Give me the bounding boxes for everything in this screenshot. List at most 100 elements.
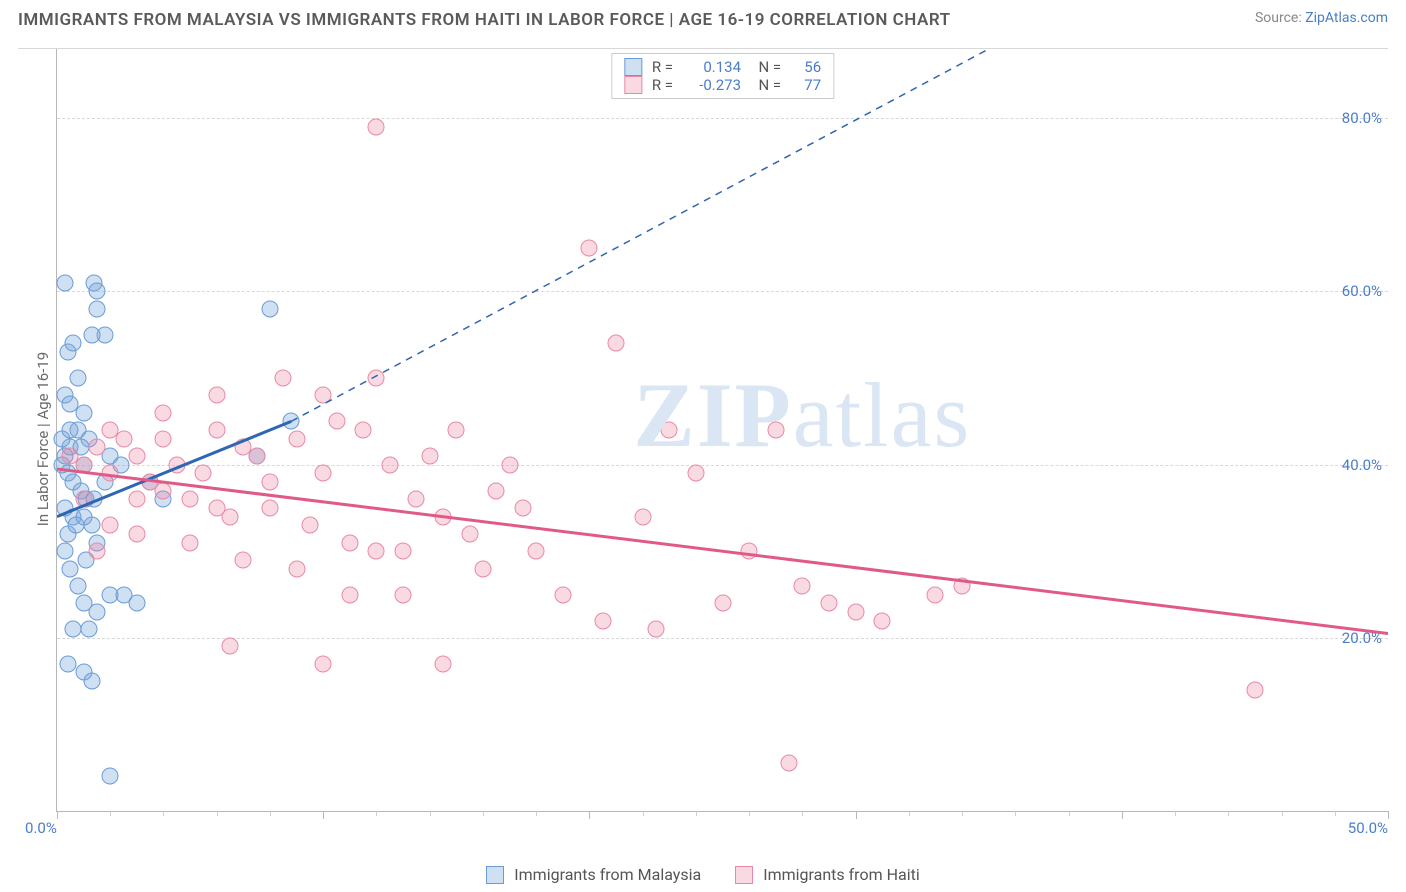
data-point-haiti	[182, 491, 199, 508]
legend-row-haiti: R =-0.273 N =77	[624, 76, 821, 94]
x-major-tick	[856, 811, 857, 819]
legend-swatch	[624, 76, 642, 94]
data-point-haiti	[88, 439, 105, 456]
x-major-tick	[1122, 811, 1123, 819]
data-point-malaysia	[56, 543, 73, 560]
data-point-haiti	[434, 508, 451, 525]
data-point-haiti	[528, 543, 545, 560]
data-point-malaysia	[83, 673, 100, 690]
data-point-malaysia	[62, 560, 79, 577]
x-minor-tick	[749, 811, 750, 816]
gridline	[57, 291, 1388, 292]
data-point-malaysia	[102, 768, 119, 785]
data-point-malaysia	[62, 422, 79, 439]
data-point-haiti	[222, 508, 239, 525]
legend-item-haiti: Immigrants from Haiti	[735, 865, 919, 884]
x-major-tick	[57, 811, 58, 819]
data-point-haiti	[128, 525, 145, 542]
data-point-haiti	[75, 456, 92, 473]
data-point-haiti	[1246, 681, 1263, 698]
x-minor-tick	[1228, 811, 1229, 816]
x-minor-tick	[1335, 811, 1336, 816]
data-point-haiti	[781, 755, 798, 772]
data-point-malaysia	[64, 335, 81, 352]
data-point-haiti	[741, 543, 758, 560]
data-point-haiti	[661, 422, 678, 439]
data-point-malaysia	[88, 283, 105, 300]
legend-n-label: N =	[751, 58, 781, 76]
legend-swatch	[735, 866, 753, 884]
data-point-haiti	[767, 422, 784, 439]
source-link[interactable]: ZipAtlas.com	[1305, 10, 1388, 26]
data-point-haiti	[208, 422, 225, 439]
data-point-haiti	[261, 499, 278, 516]
legend-label: Immigrants from Malaysia	[514, 865, 701, 884]
data-point-haiti	[647, 621, 664, 638]
data-point-haiti	[341, 534, 358, 551]
data-point-malaysia	[56, 499, 73, 516]
x-minor-tick	[1282, 811, 1283, 816]
data-point-haiti	[581, 240, 598, 257]
data-point-malaysia	[70, 577, 87, 594]
data-point-haiti	[155, 404, 172, 421]
data-point-haiti	[488, 482, 505, 499]
data-point-haiti	[328, 413, 345, 430]
x-tick-label: 0.0%	[25, 819, 57, 837]
data-point-haiti	[820, 595, 837, 612]
legend-series: Immigrants from Malaysia Immigrants from …	[0, 865, 1406, 884]
data-point-malaysia	[80, 621, 97, 638]
watermark: ZIPatlas	[633, 362, 971, 468]
x-minor-tick	[962, 811, 963, 816]
legend-row-malaysia: R =0.134 N =56	[624, 58, 821, 76]
x-minor-tick	[802, 811, 803, 816]
data-point-haiti	[275, 370, 292, 387]
data-point-malaysia	[70, 370, 87, 387]
data-point-haiti	[501, 456, 518, 473]
data-point-haiti	[847, 603, 864, 620]
gridline	[57, 465, 1388, 466]
x-minor-tick	[1175, 811, 1176, 816]
watermark-rest: atlas	[793, 364, 972, 466]
legend-n-value: 56	[791, 58, 821, 76]
data-point-haiti	[261, 473, 278, 490]
x-minor-tick	[217, 811, 218, 816]
data-point-haiti	[315, 655, 332, 672]
legend-n-label: N =	[751, 76, 781, 94]
watermark-bold: ZIP	[633, 364, 792, 466]
data-point-haiti	[395, 543, 412, 560]
data-point-haiti	[75, 491, 92, 508]
x-minor-tick	[483, 811, 484, 816]
data-point-haiti	[608, 335, 625, 352]
data-point-haiti	[182, 534, 199, 551]
legend-r-label: R =	[652, 76, 673, 94]
data-point-haiti	[368, 543, 385, 560]
data-point-haiti	[195, 465, 212, 482]
data-point-malaysia	[88, 603, 105, 620]
legend-label: Immigrants from Haiti	[763, 865, 919, 884]
data-point-haiti	[687, 465, 704, 482]
data-point-haiti	[514, 499, 531, 516]
data-point-haiti	[474, 560, 491, 577]
x-minor-tick	[110, 811, 111, 816]
gridline	[57, 118, 1388, 119]
data-point-malaysia	[56, 274, 73, 291]
data-point-malaysia	[59, 655, 76, 672]
x-minor-tick	[696, 811, 697, 816]
data-point-haiti	[421, 447, 438, 464]
x-minor-tick	[1069, 811, 1070, 816]
data-point-haiti	[102, 517, 119, 534]
data-point-malaysia	[67, 517, 84, 534]
data-point-malaysia	[88, 300, 105, 317]
data-point-haiti	[102, 465, 119, 482]
y-axis-label: In Labor Force | Age 16-19	[34, 352, 52, 526]
legend-n-value: 77	[791, 76, 821, 94]
x-minor-tick	[163, 811, 164, 816]
data-point-malaysia	[64, 621, 81, 638]
data-point-malaysia	[75, 404, 92, 421]
data-point-haiti	[88, 543, 105, 560]
data-point-haiti	[874, 612, 891, 629]
x-minor-tick	[1015, 811, 1016, 816]
legend-r-value: 0.134	[683, 58, 741, 76]
data-point-haiti	[208, 387, 225, 404]
x-tick-label: 50.0%	[1348, 819, 1388, 837]
